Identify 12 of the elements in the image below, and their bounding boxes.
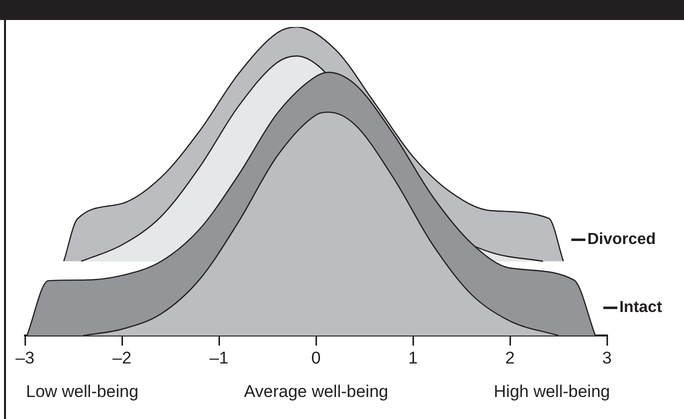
- text: High well-being: [494, 382, 610, 402]
- text: Low well-being: [26, 382, 138, 402]
- x-axis-title: Average well-being: [244, 382, 388, 402]
- x-tick-label: 1: [408, 348, 418, 368]
- x-tick-label: 3: [602, 348, 612, 368]
- x-tick-label: 0: [311, 348, 321, 368]
- x-tick-label: –1: [210, 348, 228, 368]
- x-tick-label: 2: [505, 348, 515, 368]
- x-tick-label: –2: [112, 348, 132, 368]
- legend-label: Divorced: [587, 231, 656, 248]
- x-tick-label: –3: [16, 348, 34, 368]
- legend-label: Intact: [619, 299, 663, 316]
